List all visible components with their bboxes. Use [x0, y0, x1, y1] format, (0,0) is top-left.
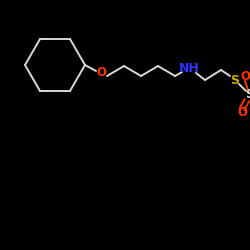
Text: O: O: [237, 106, 247, 120]
Text: O: O: [96, 66, 106, 80]
Text: NH: NH: [178, 62, 200, 74]
Text: S: S: [230, 74, 239, 86]
Text: S: S: [246, 88, 250, 102]
Text: O: O: [240, 70, 250, 84]
